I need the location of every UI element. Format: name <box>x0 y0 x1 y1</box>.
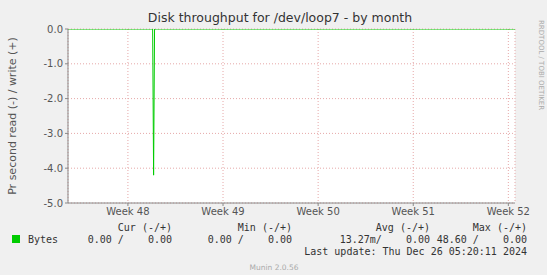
svg-text:Week 48: Week 48 <box>106 206 149 217</box>
svg-text:Week 51: Week 51 <box>392 206 435 217</box>
svg-text:0.00 / 0.00: 0.00 / 0.00 <box>88 234 172 245</box>
svg-text:Munin 2.0.56: Munin 2.0.56 <box>249 263 298 272</box>
svg-text:Last update: Thu Dec 26 05:20:: Last update: Thu Dec 26 05:20:11 2024 <box>304 246 527 257</box>
svg-text:0.0: 0.0 <box>47 24 63 35</box>
svg-text:Pr second read (-) / write (+): Pr second read (-) / write (+) <box>8 37 19 195</box>
svg-text:Week 50: Week 50 <box>296 206 339 217</box>
svg-text:Avg (-/+): Avg (-/+) <box>376 222 430 233</box>
svg-text:-2.0: -2.0 <box>43 93 63 104</box>
svg-text:-5.0: -5.0 <box>43 198 63 209</box>
svg-text:13.27m/ 0.00: 13.27m/ 0.00 <box>340 234 430 245</box>
svg-text:-3.0: -3.0 <box>43 128 63 139</box>
svg-text:Min (-/+): Min (-/+) <box>238 222 292 233</box>
svg-text:-1.0: -1.0 <box>43 58 63 69</box>
svg-text:Week 52: Week 52 <box>487 206 530 217</box>
svg-text:-4.0: -4.0 <box>43 163 63 174</box>
svg-text:Max (-/+): Max (-/+) <box>473 222 527 233</box>
svg-text:RRDTOOL / TOBI OETIKER: RRDTOOL / TOBI OETIKER <box>537 20 539 110</box>
svg-text:48.60 / 0.00: 48.60 / 0.00 <box>437 234 527 245</box>
svg-text:Week 49: Week 49 <box>201 206 244 217</box>
svg-text:Cur (-/+): Cur (-/+) <box>118 222 172 233</box>
svg-text:0.00 / 0.00: 0.00 / 0.00 <box>208 234 292 245</box>
svg-text:Disk throughput for /dev/loop7: Disk throughput for /dev/loop7 - by mont… <box>148 10 412 25</box>
svg-text:Bytes: Bytes <box>28 234 58 245</box>
